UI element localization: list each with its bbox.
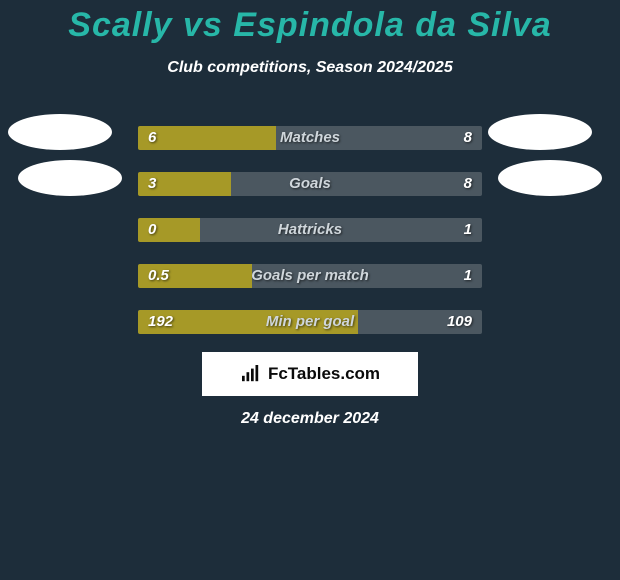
bar-segment-right — [231, 172, 482, 196]
stat-bar: Hattricks01 — [138, 218, 482, 242]
stat-bar: Goals38 — [138, 172, 482, 196]
stat-bar: Matches68 — [138, 126, 482, 150]
stat-row: Min per goal192109 — [0, 310, 620, 338]
bar-segment-right — [252, 264, 482, 288]
barchart-icon — [240, 365, 262, 383]
player-avatar-right — [498, 160, 602, 196]
attribution-badge[interactable]: FcTables.com — [202, 352, 418, 396]
player-avatar-left — [18, 160, 122, 196]
bar-segment-left — [138, 264, 252, 288]
stat-bar: Goals per match0.51 — [138, 264, 482, 288]
bar-segment-left — [138, 126, 276, 150]
subtitle: Club competitions, Season 2024/2025 — [0, 59, 620, 77]
bar-segment-right — [276, 126, 482, 150]
stat-row: Hattricks01 — [0, 218, 620, 246]
stat-bar: Min per goal192109 — [138, 310, 482, 334]
bar-segment-right — [200, 218, 482, 242]
attribution-text: FcTables.com — [268, 364, 380, 384]
player-avatar-left — [8, 114, 112, 150]
stat-row: Goals38 — [0, 172, 620, 200]
stat-row: Matches68 — [0, 126, 620, 154]
date-line: 24 december 2024 — [0, 410, 620, 428]
bar-segment-left — [138, 172, 231, 196]
player-avatar-right — [488, 114, 592, 150]
page-title: Scally vs Espindola da Silva — [0, 0, 620, 45]
bar-segment-left — [138, 310, 358, 334]
stat-row: Goals per match0.51 — [0, 264, 620, 292]
bar-segment-left — [138, 218, 200, 242]
bar-segment-right — [358, 310, 482, 334]
comparison-card: Scally vs Espindola da Silva Club compet… — [0, 0, 620, 580]
